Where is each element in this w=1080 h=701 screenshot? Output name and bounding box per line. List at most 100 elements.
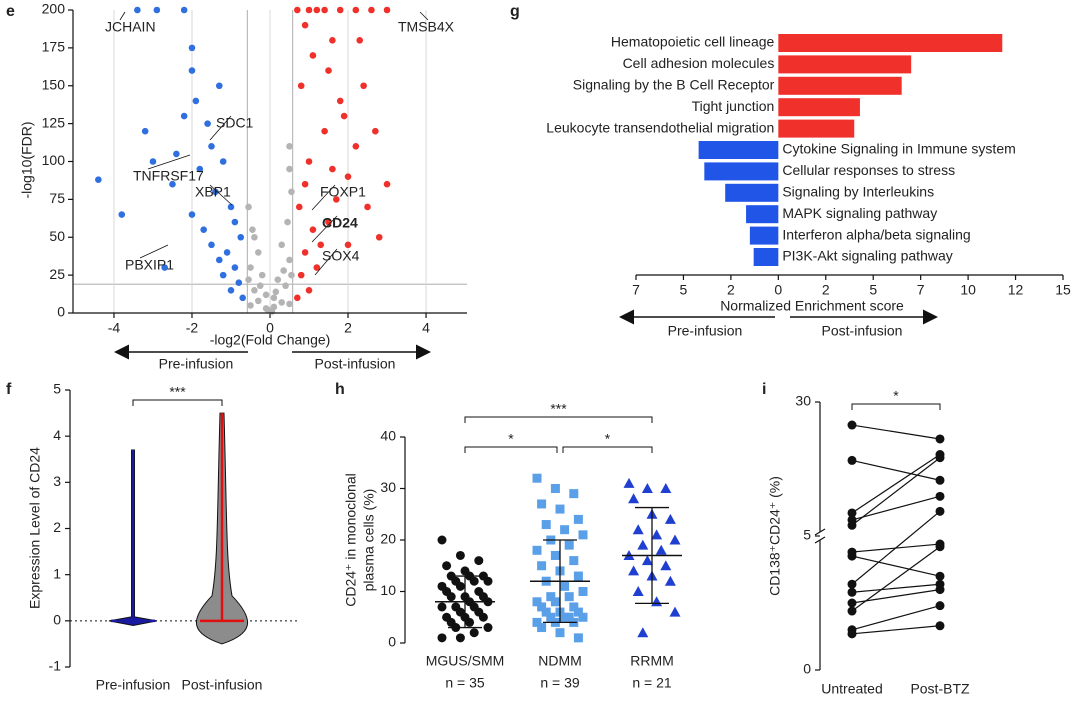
y-tick-label: 100 bbox=[42, 152, 66, 168]
point bbox=[847, 629, 857, 639]
point bbox=[301, 249, 309, 256]
x-tick-label: Pre-infusion bbox=[96, 677, 171, 693]
point bbox=[573, 633, 583, 643]
point bbox=[204, 120, 211, 127]
bar bbox=[746, 205, 779, 224]
x-axis-label: -log2(Fold Change) bbox=[210, 332, 331, 348]
y-tick-label: 2 bbox=[53, 519, 61, 535]
point bbox=[173, 150, 180, 158]
point bbox=[278, 241, 286, 249]
point bbox=[321, 127, 328, 135]
point bbox=[474, 556, 484, 566]
bar-label: Interferon alpha/beta signaling bbox=[782, 226, 970, 242]
y-tick-label: 40 bbox=[380, 428, 396, 444]
point bbox=[288, 188, 295, 196]
count-label: n = 39 bbox=[540, 675, 580, 691]
point bbox=[455, 550, 465, 560]
point bbox=[235, 279, 243, 287]
pair-line bbox=[851, 457, 941, 526]
axis-break bbox=[814, 528, 826, 536]
point bbox=[215, 82, 223, 90]
point bbox=[446, 592, 456, 602]
annotation-leader bbox=[419, 11, 429, 21]
y-tick-label: 0 bbox=[388, 634, 396, 650]
point bbox=[935, 475, 945, 485]
point bbox=[274, 276, 282, 283]
point bbox=[437, 535, 447, 545]
pair-line bbox=[851, 495, 941, 521]
point bbox=[569, 489, 579, 499]
point bbox=[297, 82, 305, 90]
pair-line bbox=[851, 546, 941, 612]
point bbox=[651, 596, 663, 607]
point bbox=[313, 6, 321, 14]
x-tick-label: RRMM bbox=[630, 653, 674, 669]
point bbox=[356, 37, 364, 44]
bar-label: Cellular responses to stress bbox=[782, 162, 955, 178]
bar bbox=[778, 98, 860, 117]
x-tick-label: -4 bbox=[108, 320, 121, 336]
annotation-leader bbox=[311, 184, 336, 211]
point bbox=[546, 592, 556, 602]
pair-line bbox=[851, 459, 941, 481]
point bbox=[560, 612, 570, 622]
point bbox=[560, 581, 570, 591]
point bbox=[280, 267, 287, 274]
x-tick-label: 0 bbox=[774, 282, 782, 298]
point bbox=[284, 218, 291, 226]
significance-label: * bbox=[508, 431, 514, 447]
pair-line bbox=[851, 555, 941, 577]
y-tick-label: 150 bbox=[42, 76, 66, 92]
point bbox=[180, 112, 188, 120]
point bbox=[935, 542, 945, 552]
y-axis-label: Expression Level of CD24 bbox=[27, 447, 43, 609]
point bbox=[383, 6, 391, 14]
annotation: XBP1 bbox=[195, 184, 231, 200]
point bbox=[541, 607, 551, 617]
point bbox=[251, 233, 258, 241]
point bbox=[847, 606, 857, 616]
point bbox=[632, 524, 644, 535]
point bbox=[541, 520, 551, 530]
annotation: JCHAIN bbox=[105, 19, 156, 35]
x-tick-label: 7 bbox=[917, 282, 925, 298]
point bbox=[317, 241, 325, 249]
point bbox=[628, 493, 640, 504]
point bbox=[660, 483, 672, 493]
point bbox=[309, 226, 317, 233]
annotation-leader bbox=[314, 248, 338, 276]
point bbox=[352, 6, 360, 14]
point bbox=[537, 602, 547, 612]
direction-label: Pre-infusion bbox=[159, 356, 234, 372]
point bbox=[651, 529, 663, 540]
point bbox=[231, 264, 239, 271]
point bbox=[455, 633, 465, 643]
bar-label: Signaling by Interleukins bbox=[782, 184, 934, 200]
pair-line bbox=[851, 625, 941, 635]
y-tick-label: 30 bbox=[795, 393, 811, 409]
y-tick-label: 75 bbox=[49, 190, 65, 206]
bar-label: Leukocyte transendothelial migration bbox=[546, 119, 774, 135]
point bbox=[483, 623, 493, 633]
point bbox=[546, 612, 556, 622]
point bbox=[465, 617, 475, 627]
point bbox=[537, 499, 547, 509]
point bbox=[847, 520, 857, 530]
y-tick-label: 0 bbox=[803, 661, 811, 677]
annotation: PBXIP1 bbox=[125, 257, 174, 273]
x-tick-label: 10 bbox=[960, 282, 976, 298]
significance-bracket bbox=[851, 403, 941, 410]
point bbox=[564, 540, 574, 550]
point bbox=[305, 6, 313, 14]
point bbox=[336, 6, 344, 14]
bar-label: Cytokine Signaling in Immune system bbox=[782, 141, 1015, 157]
point bbox=[847, 579, 857, 589]
y-tick-label: 25 bbox=[49, 266, 65, 282]
point bbox=[329, 165, 336, 173]
point bbox=[245, 203, 252, 211]
point bbox=[149, 158, 157, 165]
point bbox=[325, 218, 332, 226]
point bbox=[532, 597, 542, 607]
significance-bracket bbox=[464, 416, 653, 423]
